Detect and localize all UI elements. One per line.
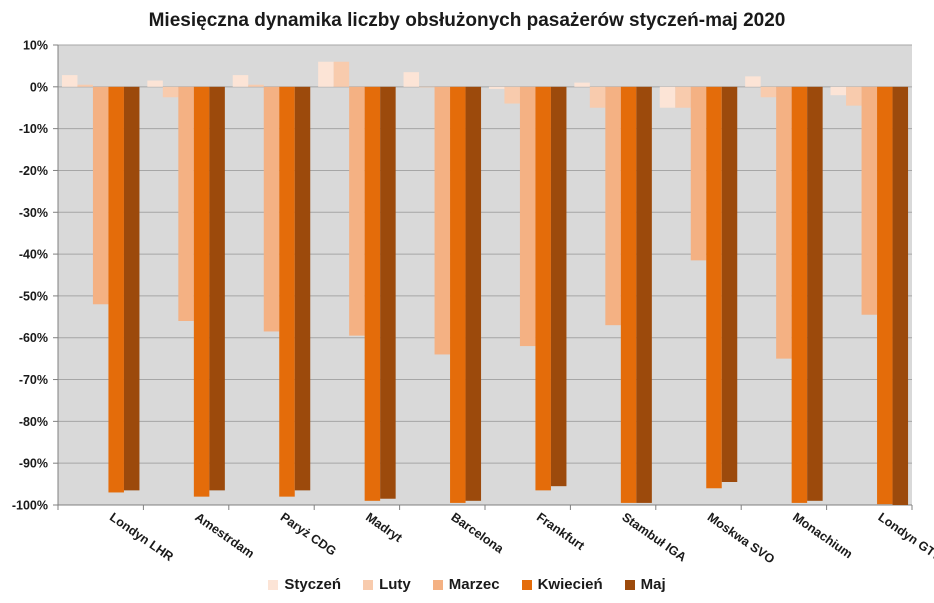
- bar: [675, 86, 691, 108]
- legend-item: Marzec: [432, 576, 500, 593]
- bar: [620, 86, 637, 503]
- y-tick-label: -30%: [19, 206, 48, 220]
- category-label: Stambuł IGA: [619, 510, 688, 564]
- bar: [147, 80, 163, 87]
- bar: [178, 86, 194, 322]
- bar: [488, 86, 505, 89]
- bar: [830, 86, 847, 96]
- bar: [92, 86, 109, 305]
- chart-title: Miesięczna dynamika liczby obsłużonych p…: [148, 10, 786, 31]
- legend-swatch: [624, 579, 635, 590]
- bar: [61, 75, 78, 87]
- bar: [248, 84, 264, 87]
- bar: [364, 86, 381, 501]
- bar: [690, 86, 707, 261]
- category-label: Monachium: [790, 510, 855, 561]
- bar: [589, 86, 606, 108]
- legend: Styczeń Luty Marzec Kwiecień Maj: [0, 576, 934, 593]
- bar: [706, 86, 722, 489]
- bar: [846, 86, 862, 106]
- bar: [535, 86, 551, 491]
- legend-label: Maj: [640, 576, 666, 593]
- bar: [108, 86, 124, 493]
- y-tick-label: -80%: [19, 415, 48, 429]
- bar: [776, 86, 792, 359]
- category-label: Moskwa SVO: [705, 510, 778, 567]
- legend-swatch: [521, 579, 532, 590]
- bar: [349, 86, 365, 336]
- category-label: Frankfurt: [534, 510, 588, 553]
- y-tick-label: -20%: [19, 164, 48, 178]
- bar: [861, 86, 878, 315]
- y-tick-label: -50%: [19, 289, 48, 303]
- bar: [605, 86, 621, 326]
- bar: [892, 86, 909, 506]
- legend-label: Kwiecień: [537, 576, 603, 593]
- legend-item: Kwiecień: [521, 576, 603, 593]
- legend-swatch: [268, 579, 279, 590]
- legend-label: Luty: [379, 576, 411, 593]
- bar: [791, 86, 808, 503]
- y-tick-label: -60%: [19, 331, 48, 345]
- bar: [380, 86, 396, 499]
- bar: [263, 86, 280, 332]
- bar: [760, 86, 777, 98]
- bar: [807, 86, 823, 501]
- legend-swatch: [432, 579, 443, 590]
- legend-label: Styczeń: [284, 576, 342, 593]
- category-label: Londyn GTW: [876, 510, 934, 566]
- bar: [294, 86, 311, 491]
- bar: [419, 86, 435, 88]
- bar: [465, 86, 482, 501]
- bar: [504, 86, 520, 104]
- y-tick-label: -10%: [19, 122, 48, 136]
- bar: [721, 86, 738, 483]
- legend-label: Marzec: [448, 576, 500, 593]
- bar: [519, 86, 536, 347]
- legend-swatch: [363, 579, 374, 590]
- category-label: Paryż CDG: [278, 510, 339, 559]
- bar: [333, 61, 350, 87]
- bar: [318, 61, 334, 87]
- bar: [232, 75, 249, 87]
- bar: [877, 86, 893, 505]
- bar: [574, 82, 590, 87]
- bar: [193, 86, 210, 497]
- y-tick-label: 0%: [30, 80, 48, 94]
- bar: [434, 86, 451, 355]
- bar: [450, 86, 466, 503]
- bar: [209, 86, 225, 491]
- y-tick-label: -90%: [19, 457, 48, 471]
- bar: [550, 86, 567, 487]
- legend-item: Luty: [363, 576, 411, 593]
- y-tick-label: -40%: [19, 248, 48, 262]
- legend-item: Styczeń: [268, 576, 341, 593]
- bar: [403, 72, 420, 87]
- y-tick-label: 10%: [23, 39, 48, 53]
- category-label: Amestrdam: [192, 510, 256, 561]
- bar: [636, 86, 652, 503]
- bar: [659, 86, 676, 108]
- category-label: Madryt: [363, 510, 405, 545]
- category-label: Londyn LHR: [107, 510, 176, 564]
- y-tick-label: -70%: [19, 373, 48, 387]
- y-tick-label: -100%: [12, 499, 48, 513]
- bar: [77, 84, 93, 87]
- bar: [745, 76, 761, 87]
- bar: [123, 86, 140, 491]
- bar: [279, 86, 295, 497]
- legend-item: Maj: [624, 576, 666, 593]
- bar: [162, 86, 179, 98]
- category-label: Barcelona: [449, 510, 507, 557]
